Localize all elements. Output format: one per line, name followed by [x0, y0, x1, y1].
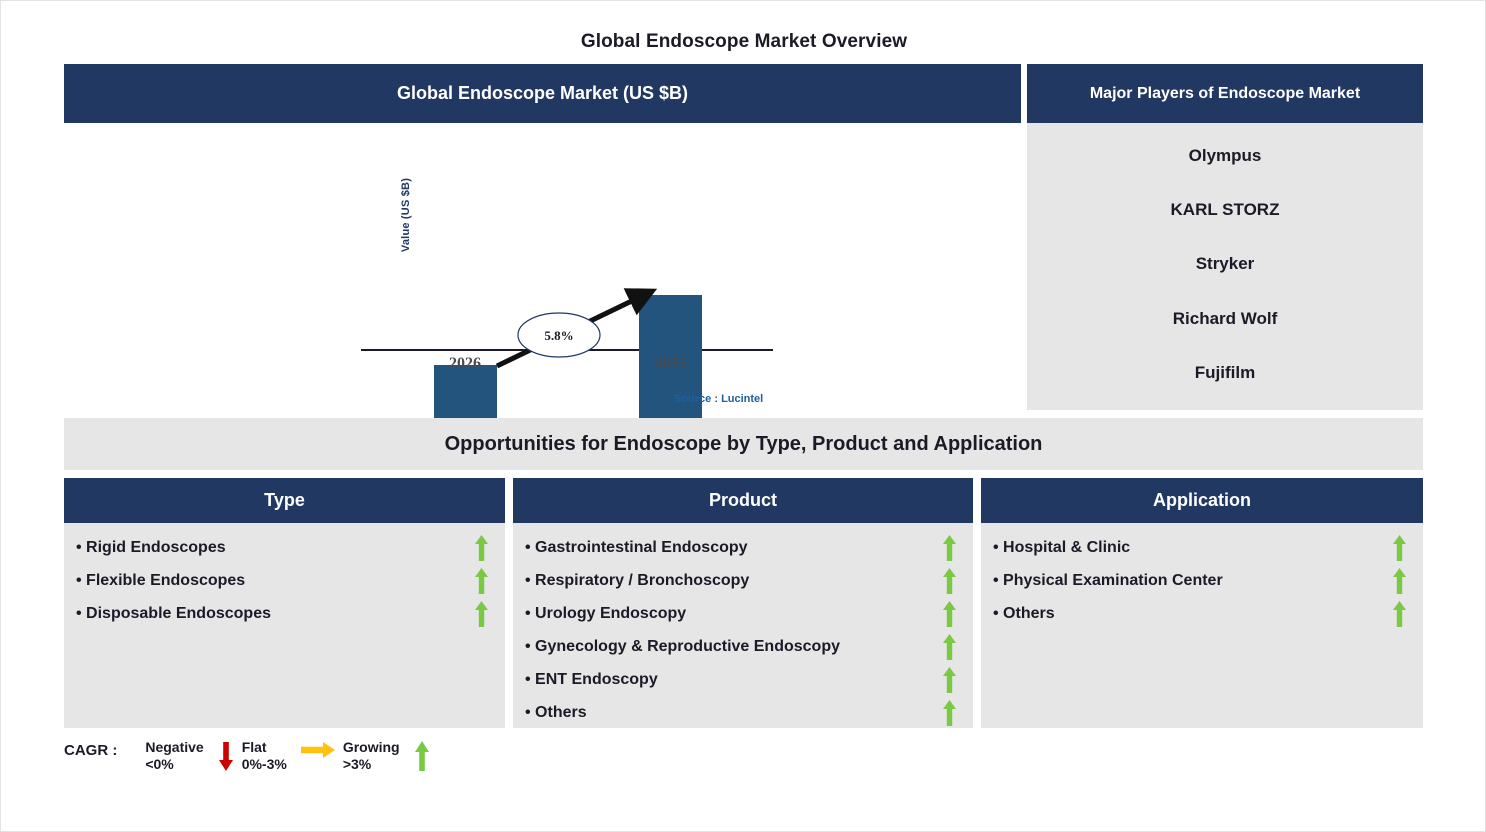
- player-item: Stryker: [1195, 254, 1255, 274]
- opportunity-row: • Disposable Endoscopes: [64, 597, 505, 630]
- opportunity-label: • Rigid Endoscopes: [76, 538, 226, 556]
- arrow-up-green-icon: [942, 567, 957, 594]
- arrow-up-green-icon: [942, 666, 957, 693]
- cagr-legend: CAGR : Negative <0% Flat 0%-3% Growing >…: [64, 739, 438, 789]
- opportunity-label: • Flexible Endoscopes: [76, 571, 246, 589]
- chart-y-axis-label: Value (US $B): [400, 177, 412, 253]
- x-tick-2035: 2035: [654, 355, 686, 372]
- arrow-down-red-icon: [218, 741, 234, 771]
- column-header-application: Application: [981, 478, 1423, 523]
- opportunity-label: • Urology Endoscopy: [525, 604, 687, 622]
- arrow-up-green-icon: [474, 600, 489, 627]
- chart-source-note: Source : Lucintel: [674, 393, 764, 405]
- arrow-right-yellow-icon: [300, 741, 335, 759]
- opportunity-row: • Others: [981, 597, 1423, 630]
- column-header-type-label: Type: [264, 490, 305, 510]
- opportunity-row: • ENT Endoscopy: [513, 663, 973, 696]
- arrow-up-green-icon: [942, 534, 957, 561]
- opportunity-label: • Gastrointestinal Endoscopy: [525, 538, 748, 556]
- chart-panel-header: Global Endoscope Market (US $B): [64, 64, 1021, 123]
- opportunity-row: • Rigid Endoscopes: [64, 531, 505, 564]
- legend-entry-negative: Negative <0%: [145, 739, 203, 773]
- legend-entry-growing: Growing >3%: [343, 739, 400, 773]
- arrow-up-green-icon: [474, 567, 489, 594]
- column-body-type: • Rigid Endoscopes • Flexible Endoscopes…: [64, 523, 505, 728]
- player-item: Richard Wolf: [1172, 308, 1278, 328]
- chart-panel-body: Value (US $B) 2026 2035 5.8% Source : Lu…: [64, 123, 1021, 449]
- cagr-callout: 5.8%: [495, 288, 658, 369]
- opportunity-row: • Gastrointestinal Endoscopy: [513, 531, 973, 564]
- chart-x-axis-line: [361, 349, 773, 351]
- opportunity-row: • Flexible Endoscopes: [64, 564, 505, 597]
- legend-range-flat: 0%-3%: [241, 756, 287, 772]
- column-header-product-label: Product: [708, 490, 777, 510]
- legend-label-growing: Growing: [342, 739, 400, 755]
- opportunity-row: • Gynecology & Reproductive Endoscopy: [513, 630, 973, 663]
- opportunity-label: • Hospital & Clinic: [993, 538, 1131, 556]
- player-item: KARL STORZ: [1170, 200, 1280, 220]
- column-header-type: Type: [64, 478, 505, 523]
- arrow-up-green-icon: [1392, 600, 1407, 627]
- opportunity-label: • Gynecology & Reproductive Endoscopy: [525, 637, 840, 655]
- cagr-legend-title: CAGR :: [64, 742, 118, 759]
- column-body-application: • Hospital & Clinic • Physical Examinati…: [981, 523, 1423, 728]
- arrow-up-green-icon: [942, 699, 957, 726]
- players-panel-header: Major Players of Endoscope Market: [1027, 64, 1423, 123]
- opportunities-band: Opportunities for Endoscope by Type, Pro…: [64, 418, 1423, 470]
- opportunity-label: • Physical Examination Center: [993, 571, 1223, 589]
- legend-label-flat: Flat: [241, 739, 267, 755]
- player-item: Olympus: [1188, 146, 1262, 166]
- arrow-up-green-icon: [1392, 567, 1407, 594]
- opportunity-row: • Urology Endoscopy: [513, 597, 973, 630]
- legend-range-negative: <0%: [145, 756, 174, 772]
- column-header-product: Product: [513, 478, 973, 523]
- chart-panel-header-label: Global Endoscope Market (US $B): [396, 83, 689, 103]
- opportunities-band-label: Opportunities for Endoscope by Type, Pro…: [444, 432, 1043, 455]
- page-title: Global Endoscope Market Overview: [580, 31, 908, 52]
- arrow-up-green-icon: [942, 633, 957, 660]
- opportunity-row: • Hospital & Clinic: [981, 531, 1423, 564]
- opportunity-row: • Respiratory / Bronchoscopy: [513, 564, 973, 597]
- opportunity-label: • Others: [993, 604, 1055, 622]
- players-panel-body: Olympus KARL STORZ Stryker Richard Wolf …: [1027, 123, 1423, 410]
- legend-label-negative: Negative: [145, 739, 204, 755]
- opportunity-label: • Disposable Endoscopes: [76, 604, 271, 622]
- legend-entry-flat: Flat 0%-3%: [242, 739, 287, 773]
- opportunity-label: • Respiratory / Bronchoscopy: [525, 571, 750, 589]
- legend-range-growing: >3%: [342, 756, 372, 772]
- arrow-up-green-icon: [1392, 534, 1407, 561]
- arrow-up-green-icon: [474, 534, 489, 561]
- arrow-up-green-icon: [942, 600, 957, 627]
- opportunity-row: • Physical Examination Center: [981, 564, 1423, 597]
- player-item: Fujifilm: [1194, 362, 1256, 382]
- market-bar-chart: Value (US $B) 2026 2035 5.8% Source : Lu…: [64, 123, 1021, 449]
- opportunity-label: • Others: [525, 703, 587, 721]
- opportunity-row: • Others: [513, 696, 973, 729]
- cagr-bubble-label: 5.8%: [544, 328, 573, 343]
- column-header-application-label: Application: [1153, 490, 1251, 510]
- x-tick-2026: 2026: [449, 355, 481, 372]
- players-panel-header-label: Major Players of Endoscope Market: [1089, 84, 1361, 102]
- arrow-up-green-icon: [414, 741, 430, 771]
- column-body-product: • Gastrointestinal Endoscopy • Respirato…: [513, 523, 973, 728]
- opportunity-label: • ENT Endoscopy: [525, 670, 658, 688]
